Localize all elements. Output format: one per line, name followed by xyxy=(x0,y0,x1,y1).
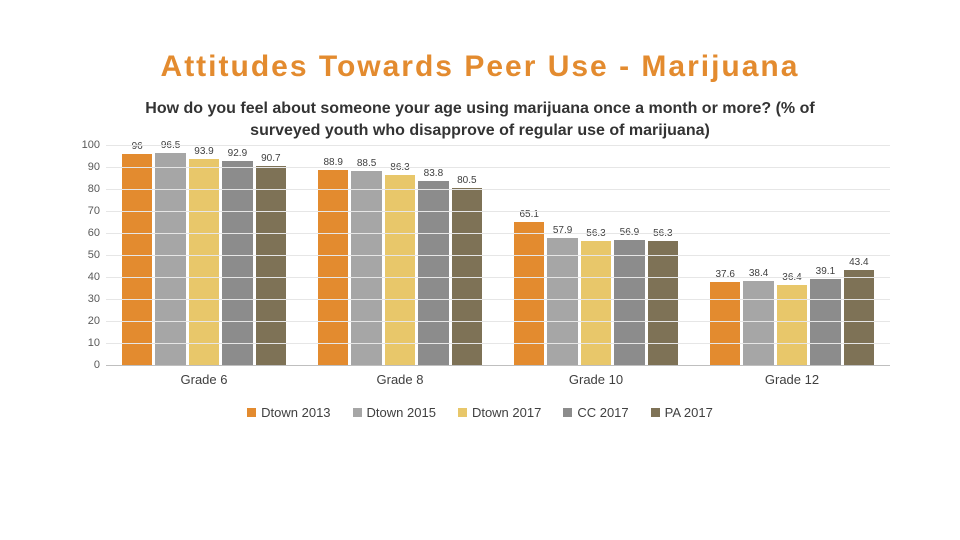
y-axis-label: 90 xyxy=(88,161,106,173)
bar-value-label: 88.5 xyxy=(357,158,376,171)
slide-title: Attitudes Towards Peer Use - Marijuana xyxy=(60,50,900,84)
legend-label: Dtown 2015 xyxy=(367,405,436,420)
bar: 92.9 xyxy=(222,161,252,365)
y-axis-label: 30 xyxy=(88,293,106,305)
plot-area: 9696.593.992.990.788.988.586.383.880.565… xyxy=(106,145,890,366)
bar-value-label: 56.3 xyxy=(653,228,672,241)
legend-swatch xyxy=(353,408,362,417)
bar: 90.7 xyxy=(256,166,286,366)
gridline xyxy=(106,167,890,168)
bar-value-label: 83.8 xyxy=(424,168,443,181)
y-axis-label: 80 xyxy=(88,183,106,195)
legend-swatch xyxy=(651,408,660,417)
bar-value-label: 38.4 xyxy=(749,268,768,281)
legend-item: CC 2017 xyxy=(563,405,628,420)
category-label: Grade 8 xyxy=(302,366,498,387)
bar-value-label: 92.9 xyxy=(228,148,247,161)
legend-item: Dtown 2013 xyxy=(247,405,330,420)
bar-value-label: 96.5 xyxy=(161,140,180,153)
bar: 37.6 xyxy=(710,282,740,365)
bar: 88.5 xyxy=(351,171,381,366)
y-axis-label: 60 xyxy=(88,227,106,239)
bar-value-label: 36.4 xyxy=(782,272,801,285)
y-axis-label: 0 xyxy=(94,359,106,371)
legend: Dtown 2013 Dtown 2015 Dtown 2017 CC 2017 PA … xyxy=(60,405,900,420)
y-axis-label: 20 xyxy=(88,315,106,327)
y-axis-label: 10 xyxy=(88,337,106,349)
y-axis-label: 40 xyxy=(88,271,106,283)
bar-value-label: 86.3 xyxy=(390,162,409,175)
gridline xyxy=(106,211,890,212)
gridline xyxy=(106,299,890,300)
legend-label: Dtown 2017 xyxy=(472,405,541,420)
bar: 56.3 xyxy=(648,241,678,365)
legend-label: Dtown 2013 xyxy=(261,405,330,420)
bar-value-label: 56.3 xyxy=(586,228,605,241)
legend-swatch xyxy=(458,408,467,417)
bar: 56.9 xyxy=(614,240,644,365)
y-axis-label: 70 xyxy=(88,205,106,217)
bar-value-label: 57.9 xyxy=(553,225,572,238)
gridline xyxy=(106,321,890,322)
category-label: Grade 12 xyxy=(694,366,890,387)
bar-value-label: 43.4 xyxy=(849,257,868,270)
bar: 57.9 xyxy=(547,238,577,365)
bar: 38.4 xyxy=(743,281,773,365)
legend-item: PA 2017 xyxy=(651,405,713,420)
y-axis-label: 100 xyxy=(82,139,106,151)
legend-item: Dtown 2015 xyxy=(353,405,436,420)
category-label: Grade 6 xyxy=(106,366,302,387)
legend-item: Dtown 2017 xyxy=(458,405,541,420)
legend-label: PA 2017 xyxy=(665,405,713,420)
chart-subtitle: How do you feel about someone your age u… xyxy=(120,98,840,141)
legend-label: CC 2017 xyxy=(577,405,628,420)
bar: 83.8 xyxy=(418,181,448,365)
bar: 43.4 xyxy=(844,270,874,365)
bar: 56.3 xyxy=(581,241,611,365)
y-axis-label: 50 xyxy=(88,249,106,261)
bar: 88.9 xyxy=(318,170,348,366)
bar: 36.4 xyxy=(777,285,807,365)
gridline xyxy=(106,277,890,278)
gridline xyxy=(106,255,890,256)
bar-value-label: 80.5 xyxy=(457,175,476,188)
legend-swatch xyxy=(563,408,572,417)
gridline xyxy=(106,189,890,190)
bar-value-label: 90.7 xyxy=(261,153,280,166)
chart: 9696.593.992.990.788.988.586.383.880.565… xyxy=(60,145,900,420)
gridline xyxy=(106,145,890,146)
bar: 86.3 xyxy=(385,175,415,365)
legend-swatch xyxy=(247,408,256,417)
bar-value-label: 96 xyxy=(132,141,143,154)
gridline xyxy=(106,233,890,234)
category-labels: Grade 6Grade 8Grade 10Grade 12 xyxy=(106,366,890,387)
bar: 96.5 xyxy=(155,153,185,365)
bar: 96 xyxy=(122,154,152,365)
category-label: Grade 10 xyxy=(498,366,694,387)
slide: Attitudes Towards Peer Use - Marijuana H… xyxy=(0,0,960,540)
bar-value-label: 93.9 xyxy=(194,146,213,159)
bar-value-label: 37.6 xyxy=(715,269,734,282)
gridline xyxy=(106,343,890,344)
